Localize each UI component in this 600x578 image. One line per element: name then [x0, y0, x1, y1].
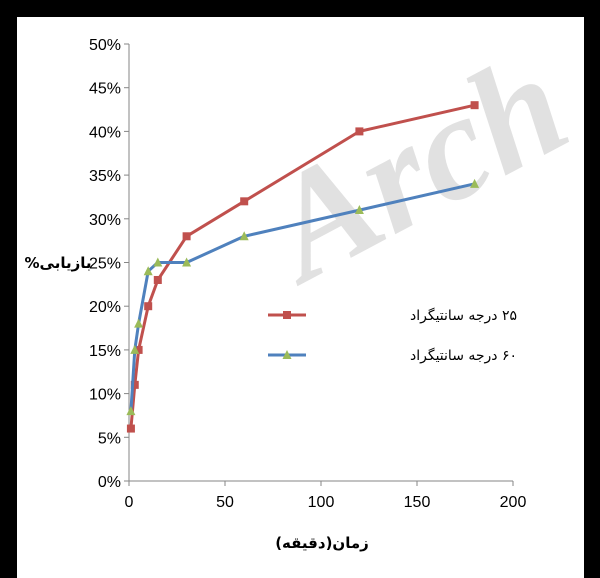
y-axis-title: بازیابی%: [24, 254, 91, 272]
data-point: [126, 406, 136, 416]
frame-left-border: [0, 0, 17, 578]
y-tick-label: 10%: [89, 387, 121, 404]
data-point: [130, 344, 140, 354]
watermark-text: Arch: [235, 20, 592, 315]
x-tick-label: 200: [500, 494, 527, 511]
x-axis-title: زمان(دقیقه): [275, 534, 369, 552]
x-tick-label: 150: [404, 494, 431, 511]
legend-label: ۲۵ درجه سانتیگراد: [410, 307, 517, 324]
data-point: [354, 205, 364, 215]
legend-entry-2: ۶۰ درجه سانتیگراد: [268, 347, 517, 364]
frame-right-border: [584, 0, 600, 578]
data-point: [470, 178, 480, 188]
legend-marker: [282, 350, 292, 359]
y-tick-label: 50%: [89, 37, 121, 54]
data-point: [239, 231, 249, 241]
y-tick-label: 15%: [89, 343, 121, 360]
data-point: [470, 101, 479, 110]
x-tick-label: 0: [125, 494, 134, 511]
frame-top-border: [0, 0, 600, 17]
data-point: [134, 345, 143, 354]
y-tick-label: 5%: [98, 430, 121, 447]
data-point: [153, 275, 162, 284]
x-tick-label: 100: [308, 494, 335, 511]
data-point: [355, 127, 364, 136]
data-point: [126, 424, 135, 433]
y-tick-label: 25%: [89, 256, 121, 273]
x-tick-label: 50: [216, 494, 234, 511]
data-point: [130, 380, 139, 389]
legend-marker: [283, 311, 291, 319]
data-point: [153, 257, 163, 267]
data-point: [182, 257, 192, 267]
data-point: [134, 318, 144, 328]
data-point: [143, 266, 153, 276]
legend-label: ۶۰ درجه سانتیگراد: [410, 347, 517, 364]
data-point: [144, 302, 153, 311]
y-tick-label: 30%: [89, 212, 121, 229]
data-point: [240, 197, 249, 206]
y-tick-label: 35%: [89, 168, 121, 185]
y-tick-label: 20%: [89, 299, 121, 316]
y-tick-label: 0%: [98, 474, 121, 491]
series-1: [126, 101, 479, 433]
series-2: [126, 178, 480, 416]
y-tick-label: 40%: [89, 124, 121, 141]
y-tick-label: 45%: [89, 81, 121, 98]
legend-entry-1: ۲۵ درجه سانتیگراد: [268, 307, 517, 324]
data-point: [182, 232, 191, 241]
